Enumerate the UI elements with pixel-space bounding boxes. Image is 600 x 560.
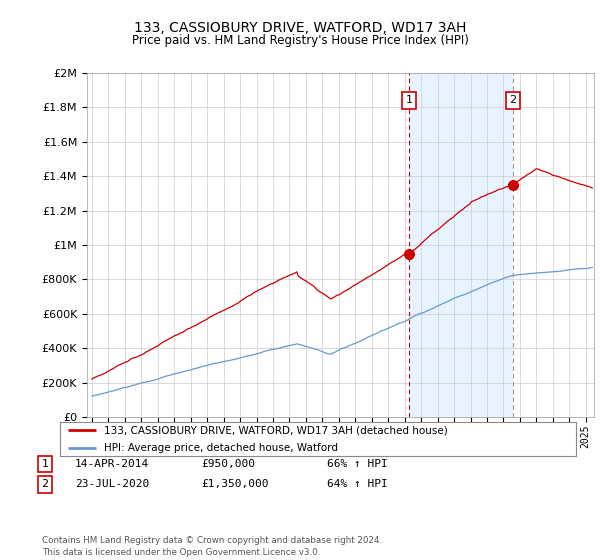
Text: 23-JUL-2020: 23-JUL-2020 [75, 479, 149, 489]
Text: Contains HM Land Registry data © Crown copyright and database right 2024.
This d: Contains HM Land Registry data © Crown c… [42, 536, 382, 557]
Text: 2: 2 [41, 479, 49, 489]
Text: 66% ↑ HPI: 66% ↑ HPI [327, 459, 388, 469]
Text: 1: 1 [41, 459, 49, 469]
Text: Price paid vs. HM Land Registry's House Price Index (HPI): Price paid vs. HM Land Registry's House … [131, 34, 469, 47]
Text: 14-APR-2014: 14-APR-2014 [75, 459, 149, 469]
Bar [409, 73, 512, 417]
Text: 133, CASSIOBURY DRIVE, WATFORD, WD17 3AH: 133, CASSIOBURY DRIVE, WATFORD, WD17 3AH [134, 21, 466, 35]
Text: 1: 1 [406, 95, 413, 105]
Text: 2: 2 [509, 95, 516, 105]
Text: HPI: Average price, detached house, Watford: HPI: Average price, detached house, Watf… [104, 443, 338, 452]
Text: £950,000: £950,000 [201, 459, 255, 469]
Text: £1,350,000: £1,350,000 [201, 479, 269, 489]
Text: 133, CASSIOBURY DRIVE, WATFORD, WD17 3AH (detached house): 133, CASSIOBURY DRIVE, WATFORD, WD17 3AH… [104, 426, 448, 435]
Text: 64% ↑ HPI: 64% ↑ HPI [327, 479, 388, 489]
